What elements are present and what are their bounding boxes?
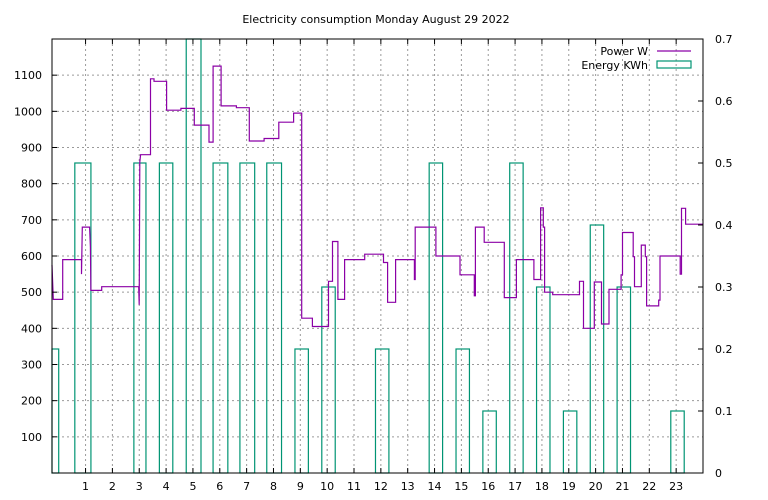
y2-tick-label: 0.7 xyxy=(715,33,733,46)
legend-swatch-energy xyxy=(656,60,692,69)
x-tick-label: 18 xyxy=(535,480,549,493)
chart-title: Electricity consumption Monday August 29… xyxy=(242,13,509,26)
x-tick-label: 19 xyxy=(562,480,576,493)
power-line-path xyxy=(51,65,703,329)
x-tick-label: 15 xyxy=(454,480,468,493)
y2-tick-label: 0.4 xyxy=(715,219,733,232)
energy-bar xyxy=(74,162,92,474)
energy-bar xyxy=(455,348,471,474)
grid xyxy=(52,39,703,473)
y-tick-label: 800 xyxy=(21,178,42,191)
y-tick-label: 200 xyxy=(21,395,42,408)
x-tick-label: 6 xyxy=(216,480,223,493)
y-tick-label: 400 xyxy=(21,322,42,335)
legend-label-energy: Energy KWh xyxy=(581,59,648,72)
energy-bar xyxy=(51,348,60,474)
y2-tick-label: 0.6 xyxy=(715,95,733,108)
x-tick-label: 21 xyxy=(615,480,629,493)
x-tick-label: 3 xyxy=(136,480,143,493)
x-tick-label: 22 xyxy=(642,480,656,493)
y2-tick-label: 0.2 xyxy=(715,343,733,356)
power-line xyxy=(51,65,703,329)
x-tick-label: 14 xyxy=(428,480,442,493)
x-tick-label: 1 xyxy=(82,480,89,493)
x-tick-label: 12 xyxy=(374,480,388,493)
y-tick-label: 1100 xyxy=(14,69,42,82)
x-tick-label: 20 xyxy=(589,480,603,493)
y2-tick-label: 0.5 xyxy=(715,157,733,170)
y-tick-label: 500 xyxy=(21,286,42,299)
x-tick-label: 17 xyxy=(508,480,522,493)
x-tick-label: 13 xyxy=(401,480,415,493)
x-tick-label: 16 xyxy=(481,480,495,493)
energy-bar xyxy=(562,410,578,474)
y-tick-label: 900 xyxy=(21,142,42,155)
energy-bar xyxy=(535,286,551,474)
x-tick-label: 9 xyxy=(297,480,304,493)
y-tick-label: 100 xyxy=(21,431,42,444)
y2-tick-label: 0.1 xyxy=(715,405,733,418)
energy-bar xyxy=(670,410,685,474)
y-tick-label: 1000 xyxy=(14,105,42,118)
y2-tick-label: 0.3 xyxy=(715,281,733,294)
y-tick-label: 300 xyxy=(21,359,42,372)
axis-ticks: 1 2 3 4 5 6 7 8 9 10 11 12 13 14 15 16 17 18 19 20 21 22 23100… xyxy=(14,33,733,493)
energy-bar xyxy=(239,162,256,474)
x-tick-label: 5 xyxy=(189,480,196,493)
energy-bar xyxy=(482,410,497,474)
x-tick-label: 4 xyxy=(163,480,170,493)
energy-bar xyxy=(509,162,524,474)
y2-tick-label: 0 xyxy=(715,467,722,480)
y-tick-label: 700 xyxy=(21,214,42,227)
energy-bar xyxy=(374,348,390,474)
legend-label-power: Power W xyxy=(600,45,648,58)
x-tick-label: 7 xyxy=(243,480,250,493)
energy-bar xyxy=(589,224,605,474)
energy-bar xyxy=(616,286,632,474)
x-tick-label: 8 xyxy=(270,480,277,493)
x-tick-label: 10 xyxy=(320,480,334,493)
x-tick-label: 11 xyxy=(347,480,361,493)
energy-bar xyxy=(266,162,283,474)
energy-bar xyxy=(428,162,444,474)
x-tick-label: 23 xyxy=(669,480,683,493)
x-tick-label: 2 xyxy=(109,480,116,493)
energy-bar xyxy=(294,348,309,474)
energy-bar xyxy=(212,162,229,474)
y-tick-label: 600 xyxy=(21,250,42,263)
